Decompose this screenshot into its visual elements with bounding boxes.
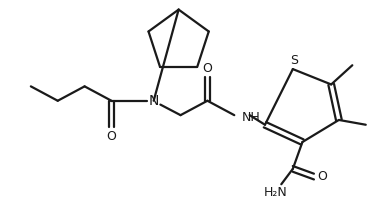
Text: O: O <box>106 130 116 143</box>
Text: H₂N: H₂N <box>264 186 288 199</box>
Text: O: O <box>202 62 212 75</box>
Text: N: N <box>149 94 159 108</box>
Text: S: S <box>290 54 298 67</box>
Text: NH: NH <box>242 111 261 124</box>
Text: O: O <box>318 170 327 183</box>
